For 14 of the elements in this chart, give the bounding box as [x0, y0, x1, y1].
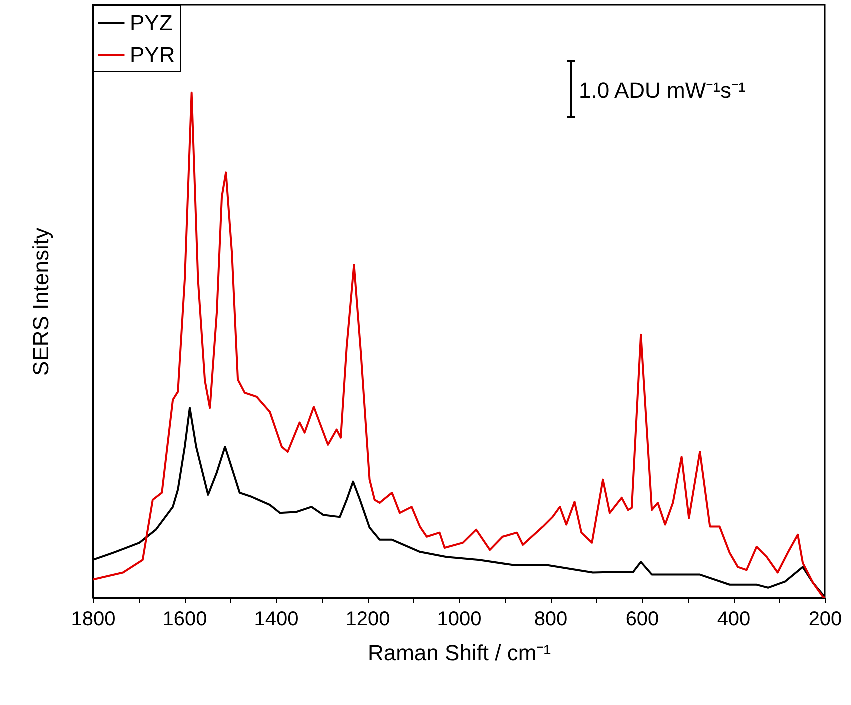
x-tick-label: 1800 [71, 608, 116, 630]
x-tick-label: 800 [534, 608, 568, 630]
x-tick-label: 1000 [437, 608, 482, 630]
x-axis-title: Raman Shift / cm⁻¹ [368, 640, 552, 666]
x-tick-label: 1600 [162, 608, 208, 630]
legend-label: PYZ [130, 10, 173, 36]
annotation: 1.0 ADU mW⁻¹s⁻¹ [579, 77, 746, 104]
x-tick-label: 200 [808, 608, 842, 630]
legend-label: PYR [130, 42, 176, 68]
x-tick-label: 400 [717, 608, 751, 630]
x-tick-label: 1200 [346, 608, 390, 630]
x-tick-label: 1400 [254, 608, 299, 630]
y-axis-title: SERS Intensity [28, 228, 54, 376]
x-tick-label: 600 [626, 608, 660, 630]
